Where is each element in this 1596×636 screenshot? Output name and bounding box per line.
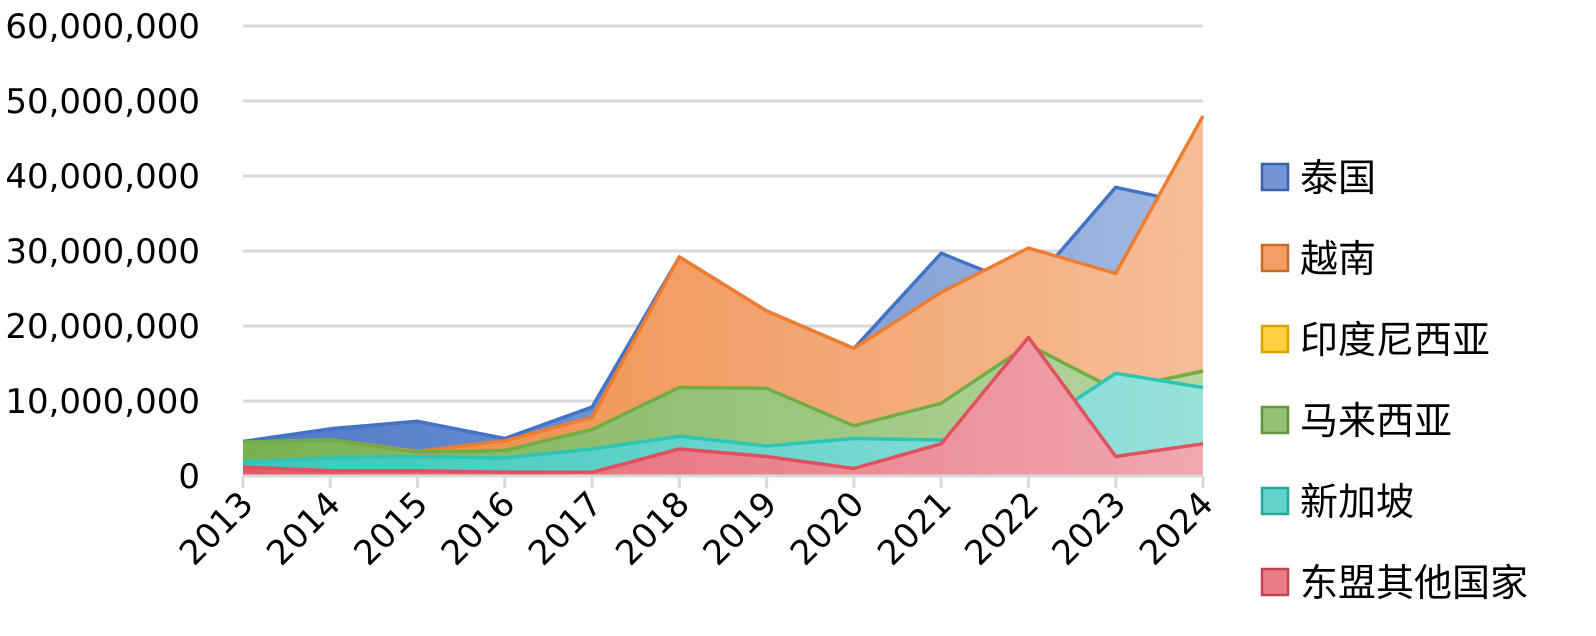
y-tick-label: 10,000,000 (5, 382, 200, 422)
y-tick-label: 30,000,000 (5, 232, 200, 272)
legend-swatch (1260, 324, 1290, 354)
y-axis-tick-labels: 0 10,000,000 20,000,000 30,000,000 40,000,00… (5, 7, 200, 497)
legend-item: 东盟其他国家 (1260, 561, 1528, 605)
legend-swatch (1260, 486, 1290, 516)
legend-label: 越南 (1300, 237, 1376, 281)
y-tick-label: 0 (178, 457, 200, 497)
x-tick-label: 2013 (172, 484, 261, 573)
x-tick-label: 2020 (783, 484, 872, 573)
legend-swatch (1260, 243, 1290, 273)
x-tick-label: 2018 (608, 484, 697, 573)
legend-item: 新加坡 (1260, 480, 1414, 524)
x-tick-label: 2023 (1045, 484, 1134, 573)
x-tick-label: 2014 (259, 484, 348, 573)
series-area-5 (243, 337, 1203, 476)
legend-item: 越南 (1260, 237, 1376, 281)
legend-swatch (1260, 405, 1290, 435)
legend-label: 东盟其他国家 (1300, 561, 1528, 605)
y-tick-label: 20,000,000 (5, 307, 200, 347)
x-tick-label: 2017 (521, 484, 610, 573)
series-line-5 (242, 335, 1204, 475)
y-tick-label: 50,000,000 (5, 82, 200, 122)
y-tick-label: 60,000,000 (5, 7, 200, 47)
y-tick-label: 40,000,000 (5, 157, 200, 197)
legend-swatch (1260, 567, 1290, 597)
x-tick-label: 2024 (1132, 484, 1221, 573)
series-area-1 (243, 116, 1203, 476)
x-tick-label: 2019 (696, 484, 785, 573)
legend-label: 新加坡 (1300, 480, 1414, 524)
legend-label: 泰国 (1300, 156, 1376, 200)
x-axis-tick-labels: 2013201420152016201720182019202020212022… (172, 484, 1221, 573)
series-areas (242, 115, 1205, 477)
x-tick-label: 2022 (957, 484, 1046, 573)
x-tick-label: 2016 (434, 484, 523, 573)
series-line-3 (242, 343, 1204, 454)
legend-swatch (1260, 162, 1290, 192)
legend-item: 泰国 (1260, 156, 1376, 200)
legend-item: 印度尼西亚 (1260, 318, 1490, 362)
x-tick-label: 2021 (870, 484, 959, 573)
legend-item: 马来西亚 (1260, 399, 1452, 443)
x-axis (241, 474, 1205, 488)
x-tick-label: 2015 (346, 484, 435, 573)
legend-label: 印度尼西亚 (1300, 318, 1490, 362)
legend-label: 马来西亚 (1300, 399, 1452, 443)
